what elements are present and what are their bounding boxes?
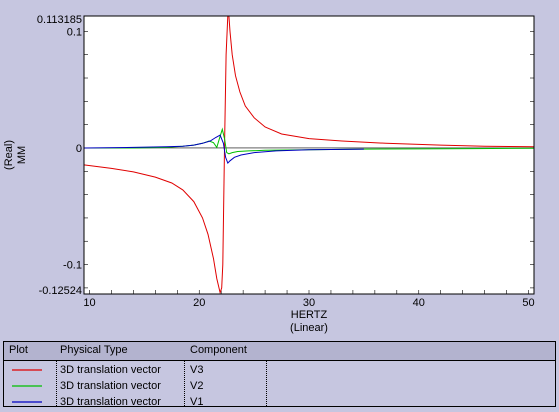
x-tick-label: 50 <box>522 297 534 309</box>
legend-row-v2: 3D translation vector V2 <box>4 378 555 396</box>
y-tick-labels: 0.1 0 -0.1 <box>63 26 82 271</box>
legend-swatch-v2 <box>12 385 42 387</box>
legend-row-v1: 3D translation vector V1 <box>4 394 555 412</box>
legend-component: V2 <box>190 380 204 392</box>
y-axis-label-unit: MM <box>16 146 28 164</box>
y-axis-label-part: (Real) <box>3 140 15 170</box>
y-min-label: -0.12524 <box>39 285 82 297</box>
x-axis-scale-label: (Linear) <box>290 322 328 334</box>
x-tick-labels: 10 20 30 40 50 <box>83 297 534 309</box>
x-tick-label: 20 <box>193 297 205 309</box>
legend-header-physical-type: Physical Type <box>60 344 128 356</box>
legend-header-row: Plot Physical Type Component <box>4 342 555 361</box>
legend-physical-type: 3D translation vector <box>60 364 161 376</box>
x-tick-label: 10 <box>83 297 95 309</box>
x-tick-label: 40 <box>413 297 425 309</box>
legend-physical-type: 3D translation vector <box>60 396 161 408</box>
plot-area: 0.1 0 -0.1 10 20 30 40 50 0.113185 -0.12524 HE… <box>3 14 535 334</box>
legend-header-component: Component <box>190 344 247 356</box>
plot-background <box>84 16 534 294</box>
legend-swatch-v1 <box>12 401 42 403</box>
legend-swatch-v3 <box>12 369 42 371</box>
legend-component: V3 <box>190 364 204 376</box>
legend-column-divider <box>266 342 267 406</box>
series-layer <box>83 15 535 295</box>
legend-physical-type: 3D translation vector <box>60 380 161 392</box>
y-tick-label: 0.1 <box>67 26 82 38</box>
y-tick-label: -0.1 <box>63 260 82 272</box>
legend-column-divider <box>56 342 57 406</box>
y-max-label: 0.113185 <box>37 14 82 26</box>
x-tick-label: 30 <box>303 297 315 309</box>
legend-column-divider <box>184 342 185 406</box>
legend-component: V1 <box>190 396 204 408</box>
x-minor-ticks <box>89 290 529 294</box>
series-line-v1 <box>83 134 364 165</box>
legend-header-plot: Plot <box>9 344 28 356</box>
series-line-v3 <box>83 15 535 295</box>
legend-row-v3: 3D translation vector V3 <box>4 362 555 380</box>
plot-frame <box>83 15 535 295</box>
y-tick-label: 0 <box>76 143 82 155</box>
x-axis-label: HERTZ <box>291 309 328 321</box>
legend-table: Plot Physical Type Component 3D translat… <box>3 341 556 408</box>
